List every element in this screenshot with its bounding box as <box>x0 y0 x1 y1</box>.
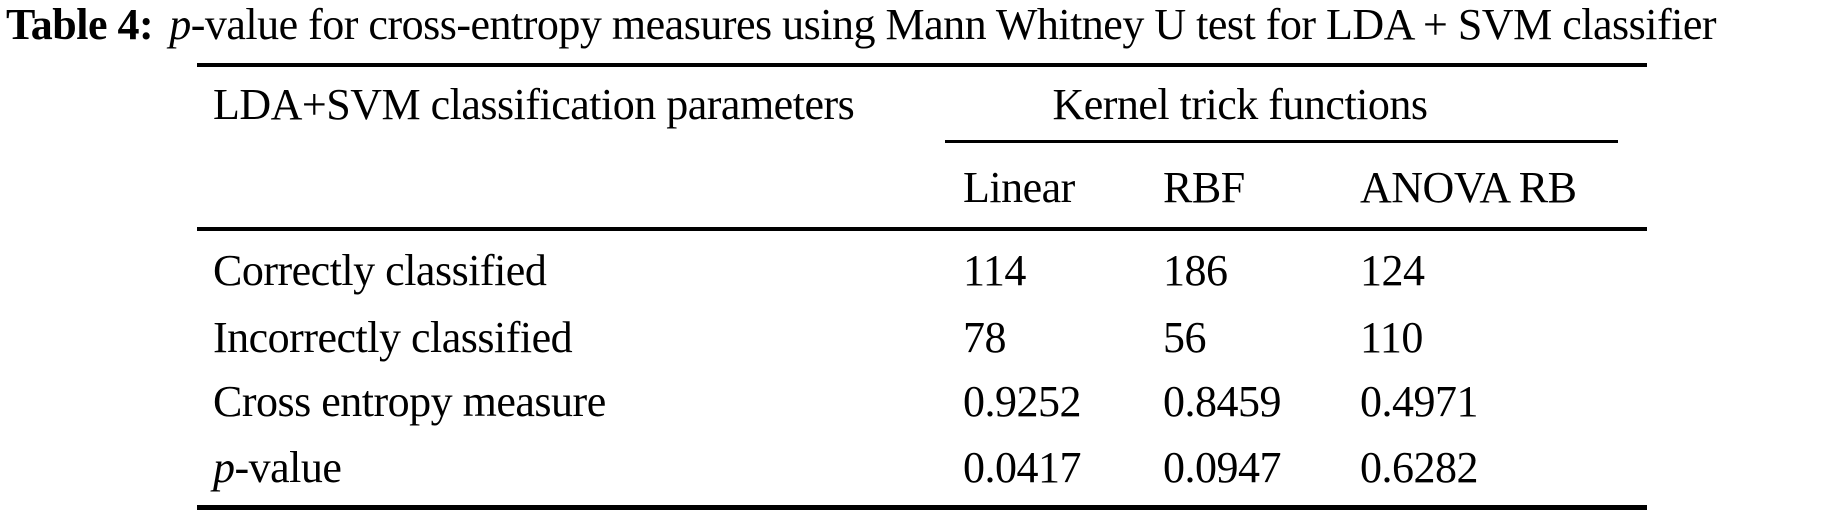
col-group-header-kernel-trick-functions: Kernel trick functions <box>1052 80 1428 129</box>
value-crossentropy-anova: 0.4971 <box>1360 377 1479 426</box>
table-caption: Table 4: p-value for cross-entropy measur… <box>6 0 1717 49</box>
value-pvalue-linear: 0.0417 <box>963 443 1082 492</box>
table-caption-italic-p: p <box>169 0 191 49</box>
row-label-p-value-italic: p <box>213 443 235 492</box>
col-header-rbf: RBF <box>1163 163 1245 212</box>
row-label-incorrectly-classified: Incorrectly classified <box>213 313 573 362</box>
table-caption-text: -value for cross-entropy measures using … <box>190 0 1717 49</box>
value-crossentropy-linear: 0.9252 <box>963 377 1082 426</box>
value-incorrectly-rbf: 56 <box>1163 313 1207 362</box>
row-label-cross-entropy: Cross entropy measure <box>213 377 606 426</box>
table-caption-number: Table 4: <box>6 0 154 49</box>
value-pvalue-anova: 0.6282 <box>1360 443 1479 492</box>
value-incorrectly-linear: 78 <box>963 313 1007 362</box>
value-crossentropy-rbf: 0.8459 <box>1163 377 1282 426</box>
value-pvalue-rbf: 0.0947 <box>1163 443 1282 492</box>
table-bottom-rule <box>197 505 1647 510</box>
row-label-correctly-classified: Correctly classified <box>213 246 547 295</box>
value-incorrectly-anova: 110 <box>1360 313 1423 362</box>
col-header-parameters: LDA+SVM classification parameters <box>213 80 855 129</box>
value-correctly-linear: 114 <box>963 246 1026 295</box>
row-label-p-value-rest: -value <box>234 443 342 492</box>
value-correctly-anova: 124 <box>1360 246 1425 295</box>
col-header-linear: Linear <box>963 163 1075 212</box>
table-mid-rule <box>197 227 1647 231</box>
col-header-anova-rb: ANOVA RB <box>1360 163 1577 212</box>
kernel-group-underline-rule <box>945 140 1618 143</box>
row-label-p-value: p-value <box>213 443 342 492</box>
value-correctly-rbf: 186 <box>1163 246 1228 295</box>
table-top-rule <box>197 63 1647 67</box>
